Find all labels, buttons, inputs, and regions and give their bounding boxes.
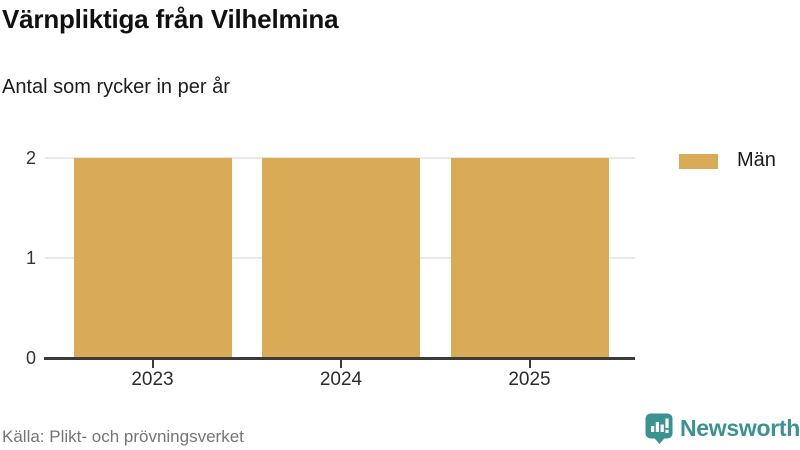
x-tick-mark-2024 [340, 360, 342, 368]
chart-legend: Män [679, 149, 776, 172]
bar-2024 [262, 158, 420, 358]
legend-swatch-man [679, 153, 718, 169]
y-tick-label-2: 2 [25, 148, 36, 168]
x-axis-line [44, 357, 635, 360]
bar-2023 [73, 158, 232, 358]
y-tick-label-1: 1 [25, 248, 36, 268]
y-tick-label-0: 0 [25, 348, 36, 368]
newsworthy-brand-text: Newsworthy [680, 415, 800, 441]
x-tick-mark-2023 [151, 360, 154, 368]
newsworthy-brand: Newsworthy [645, 413, 800, 444]
bar-2025 [450, 158, 609, 358]
x-tick-label-2024: 2024 [319, 369, 363, 390]
x-tick-mark-2025 [528, 360, 531, 368]
x-tick-label-2023: 2023 [131, 369, 174, 390]
source-text: Källa: Plikt- och prövningsverket [2, 427, 244, 446]
page-title: Värnpliktiga från Vilhelmina [2, 4, 339, 34]
chart-subtitle: Antal som rycker in per år [2, 76, 230, 98]
legend-label-man: Män [737, 149, 776, 171]
newsworthy-logo-icon [645, 413, 673, 444]
x-tick-label-2025: 2025 [508, 369, 551, 390]
